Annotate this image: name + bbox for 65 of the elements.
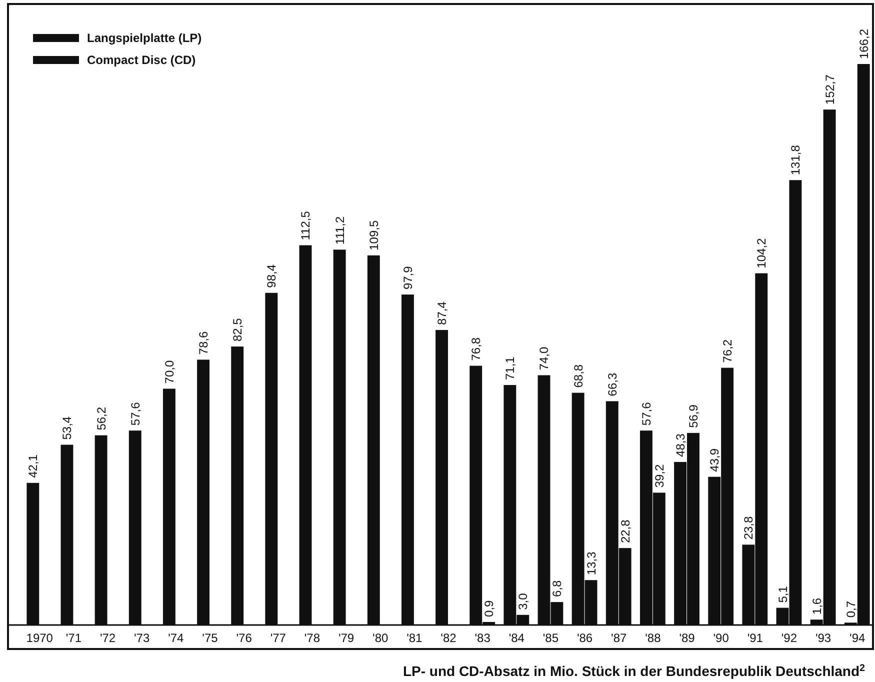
data-label: 13,3 bbox=[584, 551, 598, 576]
data-label: 82,5 bbox=[230, 318, 245, 342]
x-tick-label: '85 bbox=[542, 631, 559, 645]
data-label: 57,6 bbox=[639, 402, 654, 426]
data-label: 76,2 bbox=[720, 339, 735, 363]
x-tick-label: '76 bbox=[236, 631, 252, 645]
data-label: 112,5 bbox=[298, 210, 313, 240]
x-tick-label: '88 bbox=[645, 631, 662, 645]
data-label: 56,2 bbox=[94, 406, 108, 430]
x-tick-label: '81 bbox=[406, 631, 423, 645]
data-label: 3,0 bbox=[516, 592, 530, 610]
data-label: 57,6 bbox=[128, 402, 142, 426]
x-tick-label: '77 bbox=[270, 631, 286, 645]
data-label: 74,0 bbox=[537, 346, 552, 370]
data-label: 5,1 bbox=[776, 586, 790, 603]
x-tick-label: '79 bbox=[338, 631, 354, 645]
data-label: 39,2 bbox=[652, 464, 666, 488]
data-label: 43,9 bbox=[708, 448, 722, 472]
x-tick-label: '80 bbox=[372, 631, 388, 645]
x-tick-label: '72 bbox=[100, 631, 116, 645]
data-label: 78,6 bbox=[196, 331, 211, 355]
data-label: 104,2 bbox=[754, 238, 769, 268]
x-tick-label: '91 bbox=[747, 631, 764, 645]
data-label: 70,0 bbox=[162, 360, 176, 384]
legend-label: Compact Disc (CD) bbox=[87, 53, 196, 67]
x-tick-label: '78 bbox=[304, 631, 320, 645]
x-tick-label: '84 bbox=[508, 631, 525, 645]
x-tick-label: '90 bbox=[713, 631, 730, 645]
data-label: 42,1 bbox=[26, 454, 40, 478]
data-label: 22,8 bbox=[618, 519, 632, 544]
data-label: 131,8 bbox=[788, 144, 803, 176]
data-label: 97,9 bbox=[400, 266, 415, 290]
legend-label: Langspielplatte (LP) bbox=[87, 31, 202, 45]
data-label: 68,8 bbox=[571, 364, 586, 388]
data-label: 111,2 bbox=[332, 216, 347, 245]
data-label: 1,6 bbox=[810, 598, 824, 615]
data-label: 6,8 bbox=[550, 580, 564, 598]
data-label: 53,4 bbox=[60, 416, 74, 440]
x-tick-label: '71 bbox=[66, 631, 82, 645]
x-tick-label: '93 bbox=[815, 631, 832, 645]
x-tick-label: '94 bbox=[850, 631, 866, 645]
x-tick-label: '83 bbox=[474, 631, 491, 645]
data-label: 0,7 bbox=[844, 600, 858, 618]
data-label: 23,8 bbox=[742, 516, 756, 540]
data-label: 48,3 bbox=[674, 433, 688, 457]
x-tick-label: '82 bbox=[440, 631, 457, 645]
data-label: 87,4 bbox=[435, 301, 450, 325]
data-label: 152,7 bbox=[822, 74, 837, 105]
data-label: 71,1 bbox=[503, 356, 518, 380]
x-tick-label: '74 bbox=[168, 631, 184, 645]
text: LP- und CD-Absatz in Mio. Stück in der Bundesrepublik Deutschland$^{2}$ bbox=[402, 662, 866, 679]
x-tick-label: '92 bbox=[781, 631, 798, 645]
data-label: 109,5 bbox=[366, 220, 381, 250]
data-label: 66,3 bbox=[605, 372, 620, 396]
x-tick-label: '73 bbox=[134, 631, 150, 645]
data-label: 98,4 bbox=[264, 264, 279, 288]
x-tick-label: '87 bbox=[611, 631, 628, 645]
x-tick-label: 1970 bbox=[26, 631, 54, 645]
x-tick-label: '86 bbox=[576, 631, 593, 645]
x-tick-label: '75 bbox=[202, 631, 218, 645]
data-label: 0,9 bbox=[482, 600, 496, 617]
x-tick-label: '89 bbox=[679, 631, 696, 645]
data-label: 166,2 bbox=[856, 28, 871, 59]
data-label: 76,8 bbox=[469, 337, 484, 361]
data-label: 56,9 bbox=[686, 404, 700, 428]
